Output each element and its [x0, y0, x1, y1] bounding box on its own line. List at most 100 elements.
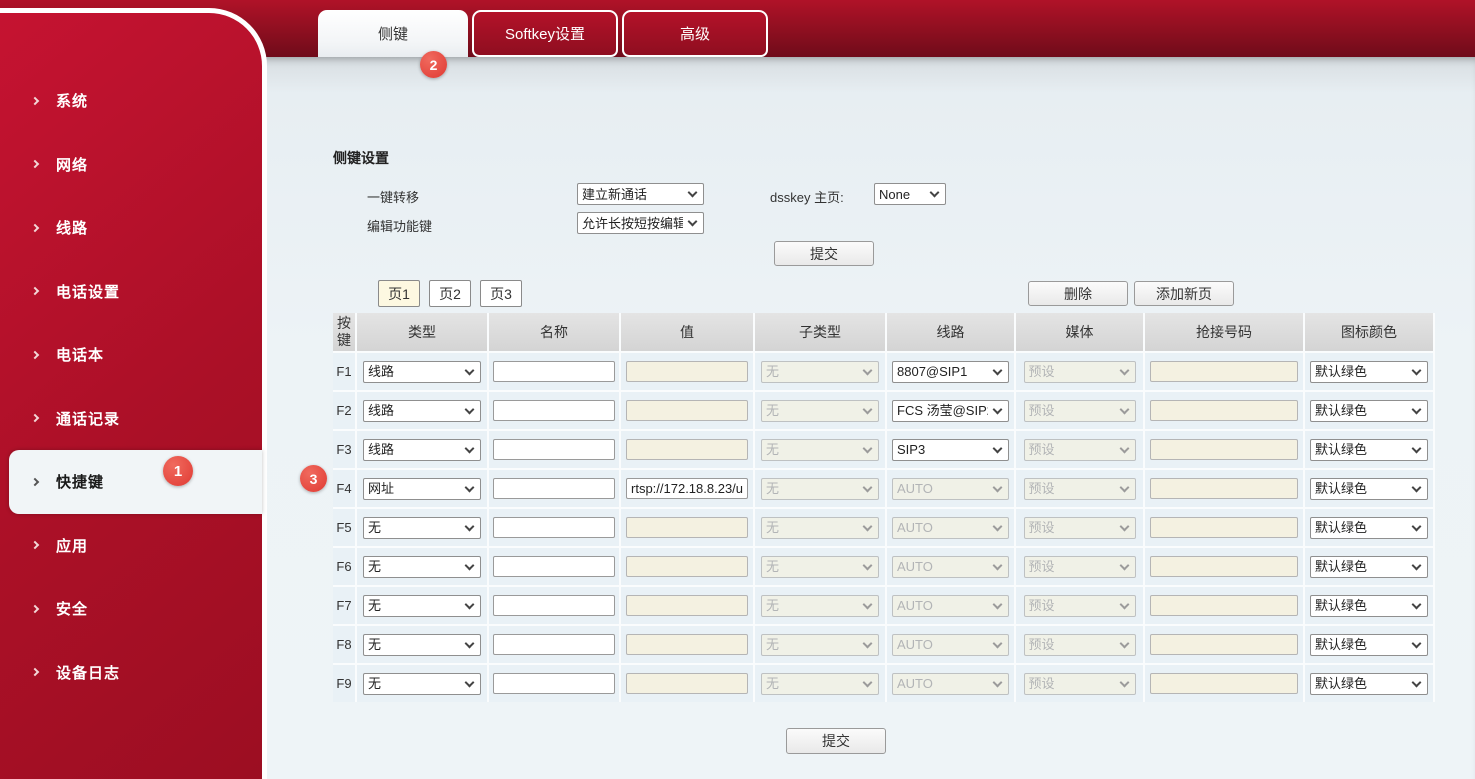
dss-key-table: 按键 类型 名称值子类型 线路 媒体 抢接号码 图标颜色 F1 线路无 8807@SIP1 预设 默认… — [333, 313, 1435, 702]
name-input[interactable] — [493, 439, 615, 460]
line-select-wrap: FCS 汤莹@SIP2 — [892, 399, 1009, 422]
icon-color-select-wrap: 默认绿色 — [1310, 360, 1428, 383]
sidebar-item-system[interactable]: 系统 — [0, 69, 262, 133]
tab-side-key[interactable]: 侧键 — [318, 10, 468, 57]
submit-button-bottom[interactable]: 提交 — [786, 728, 886, 754]
subtype-select: 无 — [761, 477, 879, 500]
page-1-button[interactable]: 页1 — [378, 280, 420, 307]
icon-color-select[interactable]: 默认绿色 — [1310, 594, 1428, 617]
name-input[interactable] — [493, 361, 615, 382]
page-3-button[interactable]: 页3 — [480, 280, 522, 307]
icon-color-select[interactable]: 默认绿色 — [1310, 399, 1428, 422]
sidebar-item-device-log[interactable]: 设备日志 — [0, 641, 262, 705]
tab-softkey-settings[interactable]: Softkey设置 — [472, 10, 618, 57]
step-badge-3: 3 — [300, 465, 327, 492]
chevron-right-icon — [30, 414, 40, 423]
column-header-4: 子类型 — [755, 313, 885, 351]
type-select[interactable]: 无 — [363, 594, 481, 617]
type-select[interactable]: 线路 — [363, 438, 481, 461]
pickup-number-input — [1150, 595, 1298, 616]
type-select-wrap: 无 — [363, 516, 481, 539]
type-select[interactable]: 无 — [363, 516, 481, 539]
table-cell — [1145, 353, 1303, 390]
table-cell — [489, 392, 619, 429]
line-select-wrap: AUTO — [892, 672, 1009, 695]
sidebar-item-function-key[interactable]: 快捷键 — [9, 450, 262, 514]
line-select-wrap: AUTO — [892, 516, 1009, 539]
sidebar-item-label: 电话本 — [56, 347, 105, 365]
type-select[interactable]: 无 — [363, 672, 481, 695]
name-input[interactable] — [493, 556, 615, 577]
sidebar-item-application[interactable]: 应用 — [0, 514, 262, 578]
name-input[interactable] — [493, 595, 615, 616]
one-key-transfer-select[interactable]: 建立新通话 — [577, 183, 704, 205]
sidebar-item-security[interactable]: 安全 — [0, 577, 262, 641]
table-cell: 无 — [755, 626, 885, 663]
table-cell: AUTO — [887, 665, 1014, 702]
sidebar-item-line[interactable]: 线路 — [0, 196, 262, 260]
edit-function-key-select[interactable]: 允许长按短按编辑 — [577, 212, 704, 234]
value-input[interactable] — [626, 478, 748, 499]
chevron-right-icon — [30, 96, 40, 105]
line-select-wrap: SIP3 — [892, 438, 1009, 461]
icon-color-select[interactable]: 默认绿色 — [1310, 360, 1428, 383]
name-input[interactable] — [493, 400, 615, 421]
table-cell: 预设 — [1016, 431, 1143, 468]
page-selector: 页1 页2 页3 — [378, 280, 522, 307]
media-select-wrap: 预设 — [1023, 672, 1136, 695]
submit-button-top[interactable]: 提交 — [774, 241, 874, 266]
line-select: AUTO — [892, 555, 1009, 578]
type-select[interactable]: 线路 — [363, 360, 481, 383]
line-select: AUTO — [892, 672, 1009, 695]
page-2-button[interactable]: 页2 — [429, 280, 471, 307]
icon-color-select[interactable]: 默认绿色 — [1310, 438, 1428, 461]
name-input[interactable] — [493, 478, 615, 499]
icon-color-select[interactable]: 默认绿色 — [1310, 516, 1428, 539]
column-header-8: 图标颜色 — [1305, 313, 1433, 351]
type-select[interactable]: 网址 — [363, 477, 481, 500]
media-select-wrap: 预设 — [1023, 516, 1136, 539]
column-header-2: 名称 — [489, 313, 619, 351]
type-select[interactable]: 无 — [363, 633, 481, 656]
table-cell: 无 — [755, 587, 885, 624]
icon-color-select[interactable]: 默认绿色 — [1310, 633, 1428, 656]
tab-label: 侧键 — [377, 26, 408, 43]
icon-color-select-wrap: 默认绿色 — [1310, 594, 1428, 617]
page-actions: 删除 添加新页 — [1028, 281, 1234, 306]
icon-color-select[interactable]: 默认绿色 — [1310, 477, 1428, 500]
table-cell: 默认绿色 — [1305, 587, 1433, 624]
table-cell: 无 — [755, 470, 885, 507]
delete-page-button[interactable]: 删除 — [1028, 281, 1128, 306]
sidebar-item-phonebook[interactable]: 电话本 — [0, 323, 262, 387]
table-cell — [489, 431, 619, 468]
icon-color-select[interactable]: 默认绿色 — [1310, 555, 1428, 578]
line-select[interactable]: 8807@SIP1 — [892, 360, 1009, 383]
icon-color-select[interactable]: 默认绿色 — [1310, 672, 1428, 695]
type-select[interactable]: 线路 — [363, 399, 481, 422]
sidebar-item-call-logs[interactable]: 通话记录 — [0, 387, 262, 451]
name-input[interactable] — [493, 634, 615, 655]
add-page-button[interactable]: 添加新页 — [1134, 281, 1234, 306]
icon-color-select-wrap: 默认绿色 — [1310, 672, 1428, 695]
tab-label: Softkey设置 — [504, 26, 586, 43]
name-input[interactable] — [493, 673, 615, 694]
line-select[interactable]: SIP3 — [892, 438, 1009, 461]
table-cell — [1145, 509, 1303, 546]
chevron-right-icon — [30, 287, 40, 296]
sidebar-item-network[interactable]: 网络 — [0, 133, 262, 197]
table-cell: 默认绿色 — [1305, 626, 1433, 663]
pickup-number-input — [1150, 400, 1298, 421]
sidebar-item-phone-settings[interactable]: 电话设置 — [0, 260, 262, 324]
media-select: 预设 — [1023, 672, 1136, 695]
dsskey-home-select[interactable]: None — [874, 183, 946, 205]
type-select[interactable]: 无 — [363, 555, 481, 578]
tab-label: 高级 — [679, 26, 710, 43]
name-input[interactable] — [493, 517, 615, 538]
sidebar-item-label: 安全 — [56, 601, 89, 619]
tab-advanced[interactable]: 高级 — [622, 10, 768, 57]
icon-color-select-wrap: 默认绿色 — [1310, 633, 1428, 656]
line-select[interactable]: FCS 汤莹@SIP2 — [892, 399, 1009, 422]
subtype-select: 无 — [761, 438, 879, 461]
table-cell — [1145, 587, 1303, 624]
table-cell: 无 — [755, 431, 885, 468]
